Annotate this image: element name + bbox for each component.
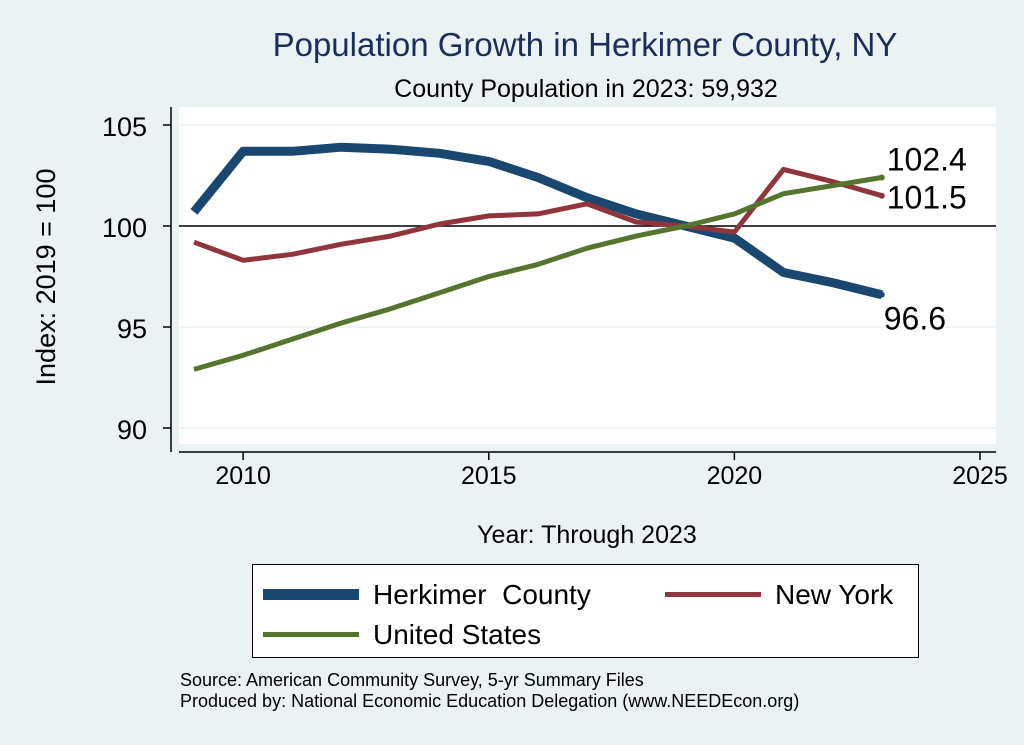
x-tick-label: 2010 [215, 462, 271, 490]
x-tick-label: 2015 [461, 462, 517, 490]
x-axis-label: Year: Through 2023 [477, 521, 697, 549]
end-label-herkimer: 96.6 [884, 301, 946, 337]
series-end-point-united-states [878, 174, 885, 181]
series-line-herkimer [190, 142, 883, 300]
produced-by-line: Produced by: National Economic Education… [180, 691, 800, 711]
series-end-point-new-york [878, 192, 885, 199]
chart-subtitle: County Population in 2023: 59,932 [394, 75, 778, 103]
y-tick-label: 100 [102, 213, 147, 243]
series-line-new-york [193, 166, 883, 263]
chart-legend: Herkimer County New York United States [252, 564, 919, 658]
series-line-united-states [193, 175, 883, 372]
source-line: Source: American Community Survey, 5-yr … [180, 670, 644, 690]
end-label-united-states: 102.4 [887, 142, 967, 178]
series-end-point-herkimer [878, 291, 885, 298]
legend-label-herkimer: Herkimer County [373, 579, 591, 610]
legend-label-new-york: New York [775, 579, 894, 610]
legend-swatch-new-york [665, 592, 761, 597]
y-tick-label: 90 [117, 415, 147, 445]
y-tick-label: 95 [117, 314, 147, 344]
legend-swatch-herkimer [263, 589, 359, 600]
y-axis-label: Index: 2019 = 100 [31, 169, 61, 386]
y-tick-label: 105 [102, 112, 147, 142]
x-tick-label: 2020 [707, 462, 763, 490]
x-tick-label: 2025 [952, 462, 1008, 490]
end-label-new-york: 101.5 [887, 180, 967, 216]
legend-swatch-united-states [263, 632, 359, 637]
plot-area [179, 107, 996, 444]
source-note: Source: American Community Survey, 5-yr … [180, 670, 799, 712]
legend-label-united-states: United States [373, 619, 542, 650]
chart-title: Population Growth in Herkimer County, NY [272, 26, 898, 63]
